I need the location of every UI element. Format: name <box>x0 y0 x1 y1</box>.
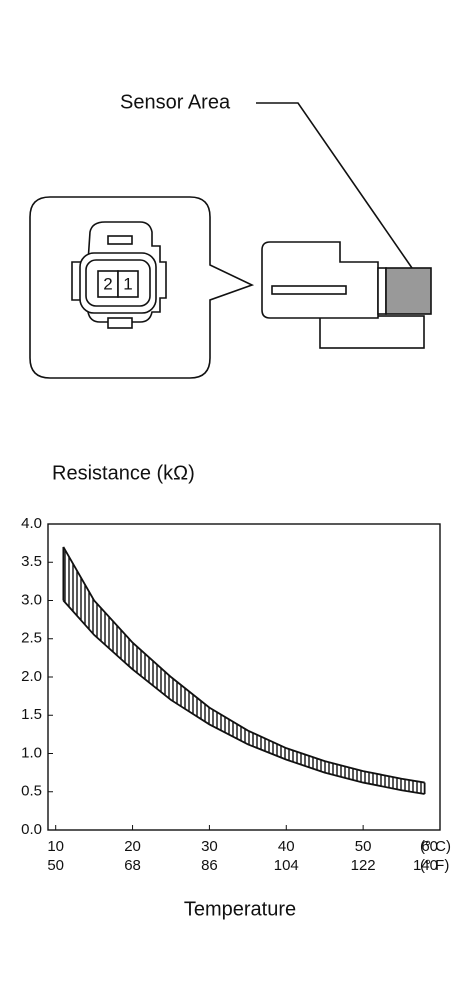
y-tick-label: 3.5 <box>21 553 42 570</box>
y-tick-label: 4.0 <box>21 515 42 532</box>
chart-title: Resistance (kΩ) <box>52 462 195 484</box>
mount-plate <box>319 315 425 349</box>
x-tick-label-f: 140 <box>413 857 438 874</box>
x-unit: (° C) <box>420 838 451 855</box>
band-edge <box>62 599 425 795</box>
sensor-tip <box>385 267 432 315</box>
x-tick-label-f: 68 <box>124 857 141 874</box>
y-tick-label: 1.5 <box>21 706 42 723</box>
connector-drawing: Sensor Area 2 1 <box>29 91 432 379</box>
x-tick-label-f: 50 <box>47 857 64 874</box>
pin-label: 2 <box>103 274 112 293</box>
leader-line <box>256 102 413 269</box>
y-tick-label: 0.0 <box>21 821 42 838</box>
x-tick-label: 10 <box>47 838 64 855</box>
x-axis-title: Temperature <box>184 898 296 920</box>
pin-label: 1 <box>123 274 132 293</box>
y-tick-label: 2.5 <box>21 630 42 647</box>
x-tick-label: 60 <box>421 838 438 855</box>
band-fill <box>63 546 425 795</box>
body-step <box>377 267 387 315</box>
pin-box <box>117 270 139 298</box>
x-tick-label: 40 <box>278 838 295 855</box>
x-tick-label-f: 86 <box>201 857 218 874</box>
x-tick-label: 20 <box>124 838 141 855</box>
sensor-body <box>261 241 379 319</box>
x-tick-label-f: 122 <box>351 857 376 874</box>
body-slot <box>271 285 347 295</box>
x-tick-label-f: 104 <box>274 857 299 874</box>
x-unit-f: (° F) <box>420 857 449 874</box>
y-tick-label: 1.0 <box>21 744 42 761</box>
x-tick-label: 50 <box>355 838 372 855</box>
latch <box>107 235 133 245</box>
key <box>107 317 133 329</box>
y-tick-label: 3.0 <box>21 591 42 608</box>
y-tick-label: 0.5 <box>21 783 42 800</box>
x-tick-label: 30 <box>201 838 218 855</box>
y-tick-label: 2.0 <box>21 668 42 685</box>
band-edge <box>62 546 425 784</box>
sensor-label: Sensor Area <box>120 91 231 113</box>
